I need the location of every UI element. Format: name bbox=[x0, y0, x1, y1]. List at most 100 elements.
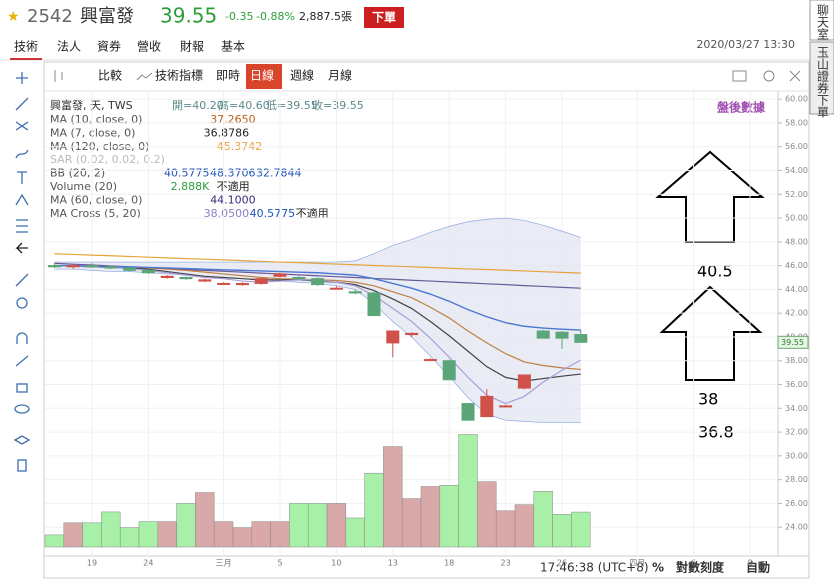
tab[interactable]: 資券 bbox=[97, 39, 121, 54]
y-tick-label: 38.00 bbox=[785, 356, 808, 365]
ruler-tool[interactable] bbox=[15, 273, 29, 287]
pattern-tool[interactable] bbox=[15, 193, 29, 206]
header-code: 2542 bbox=[27, 6, 73, 27]
annotation: 38 bbox=[698, 390, 718, 409]
y-tick-label: 28.00 bbox=[785, 475, 808, 484]
volume-bar bbox=[495, 510, 516, 548]
y-tick-label: 32.00 bbox=[785, 428, 808, 437]
legend-value: 44.1000 bbox=[210, 193, 256, 206]
volume-bar bbox=[157, 521, 177, 548]
left-tools bbox=[13, 72, 31, 472]
text-tool[interactable] bbox=[17, 171, 27, 184]
back-tool[interactable] bbox=[15, 242, 28, 254]
legend-value: 32.7844 bbox=[256, 167, 302, 180]
brush-tool[interactable] bbox=[15, 149, 29, 159]
x-tick-label: 24 bbox=[143, 559, 153, 568]
candle-body bbox=[217, 282, 231, 285]
indicators-button[interactable]: 技術指標 bbox=[155, 68, 203, 83]
layers-tool[interactable] bbox=[13, 435, 31, 445]
settings-icon[interactable] bbox=[763, 70, 775, 82]
volume-bar bbox=[439, 485, 459, 548]
tab[interactable]: 基本 bbox=[221, 40, 245, 54]
favorite-star[interactable]: ★ bbox=[7, 9, 20, 25]
candle-body bbox=[292, 277, 306, 280]
camera-icon[interactable] bbox=[732, 70, 747, 82]
legend-label: Volume (20) bbox=[50, 180, 117, 193]
interval-button[interactable]: 日線 bbox=[250, 68, 274, 83]
y-tick-label: 26.00 bbox=[785, 499, 808, 508]
magnet-tool[interactable] bbox=[16, 332, 28, 344]
legend-value: 不適用 bbox=[217, 179, 250, 193]
volume-bar bbox=[176, 503, 196, 548]
candle-body bbox=[574, 334, 588, 343]
arrow-shape bbox=[659, 285, 763, 381]
candle-body bbox=[405, 332, 419, 336]
legend-value: 40.5775 bbox=[164, 167, 210, 180]
candle-body bbox=[179, 277, 193, 280]
volume-bar bbox=[82, 522, 102, 548]
eye-tool[interactable] bbox=[14, 404, 30, 414]
bb-upper bbox=[54, 217, 581, 263]
indicator-icon[interactable] bbox=[136, 72, 153, 81]
annotation: 40.5 bbox=[697, 262, 733, 281]
candle-body bbox=[555, 331, 569, 339]
last-price-label: 39.55 bbox=[781, 338, 804, 347]
crosshair-tool[interactable] bbox=[16, 72, 28, 84]
trash-tool[interactable] bbox=[17, 459, 27, 472]
candle-body bbox=[461, 403, 475, 421]
interval-button[interactable]: 即時 bbox=[216, 69, 240, 83]
candle-body bbox=[235, 282, 249, 286]
line-tool[interactable] bbox=[15, 97, 29, 111]
header-volume: 2,887.5張 bbox=[299, 10, 352, 23]
x-tick-label: 5 bbox=[277, 559, 282, 568]
legend-ohlc: 開=40.20 bbox=[172, 99, 224, 112]
interval-button[interactable]: 月線 bbox=[328, 68, 352, 83]
fullscreen-icon[interactable] bbox=[789, 70, 801, 82]
tab[interactable]: 營收 bbox=[137, 40, 161, 54]
tab[interactable]: 財報 bbox=[180, 39, 204, 54]
candle-body bbox=[273, 273, 287, 277]
volume-bar bbox=[44, 534, 65, 548]
order-button-bg[interactable] bbox=[364, 7, 404, 28]
active-interval-bg bbox=[246, 64, 282, 89]
footer-percent[interactable]: % bbox=[652, 561, 664, 575]
chat-box[interactable] bbox=[809, 0, 834, 41]
legend-value: 48.3706 bbox=[210, 167, 256, 180]
candle-body bbox=[442, 360, 456, 381]
pencil-tool[interactable] bbox=[15, 355, 29, 367]
candle-body bbox=[480, 395, 494, 418]
chat-label[interactable]: 聊天室 bbox=[816, 4, 830, 40]
tab[interactable]: 技術 bbox=[14, 40, 38, 54]
order-button[interactable]: 下單 bbox=[372, 11, 396, 25]
y-tick-label: 50.00 bbox=[785, 214, 808, 223]
candle-body bbox=[47, 265, 61, 268]
volume-bar bbox=[138, 521, 159, 548]
volume-bar bbox=[571, 511, 591, 548]
legend-label: SAR (0.02, 0.02, 0.2) bbox=[50, 153, 165, 166]
candle-icon[interactable] bbox=[54, 70, 63, 82]
legend-value: 37.2650 bbox=[210, 113, 256, 126]
fib-tool[interactable] bbox=[15, 121, 29, 131]
legend-ohlc: 收=39.55 bbox=[312, 98, 364, 112]
bb-middle bbox=[54, 264, 581, 331]
zoom-tool[interactable] bbox=[16, 297, 28, 309]
order-label[interactable]: 玉山證券下單 bbox=[816, 46, 830, 118]
measure-tool[interactable] bbox=[16, 219, 28, 233]
footer-log[interactable]: 對數刻度 bbox=[676, 560, 725, 575]
top-icons bbox=[54, 70, 801, 82]
interval-button[interactable]: 週線 bbox=[290, 68, 314, 83]
header-price: 39.55 bbox=[160, 4, 217, 28]
volume-bar bbox=[533, 491, 553, 548]
lock-tool[interactable] bbox=[16, 383, 28, 393]
compare-button[interactable]: 比較 bbox=[98, 68, 122, 83]
volume-bar bbox=[420, 486, 441, 548]
y-tick-label: 46.00 bbox=[785, 261, 808, 270]
volume-bar bbox=[251, 521, 271, 548]
order-box[interactable] bbox=[809, 41, 834, 115]
tab[interactable]: 法人 bbox=[57, 40, 81, 54]
x-tick-label: 三月 bbox=[216, 559, 232, 568]
footer-auto[interactable]: 自動 bbox=[746, 560, 770, 575]
x-tick-label: 23 bbox=[501, 559, 511, 568]
candle-body bbox=[123, 267, 137, 271]
